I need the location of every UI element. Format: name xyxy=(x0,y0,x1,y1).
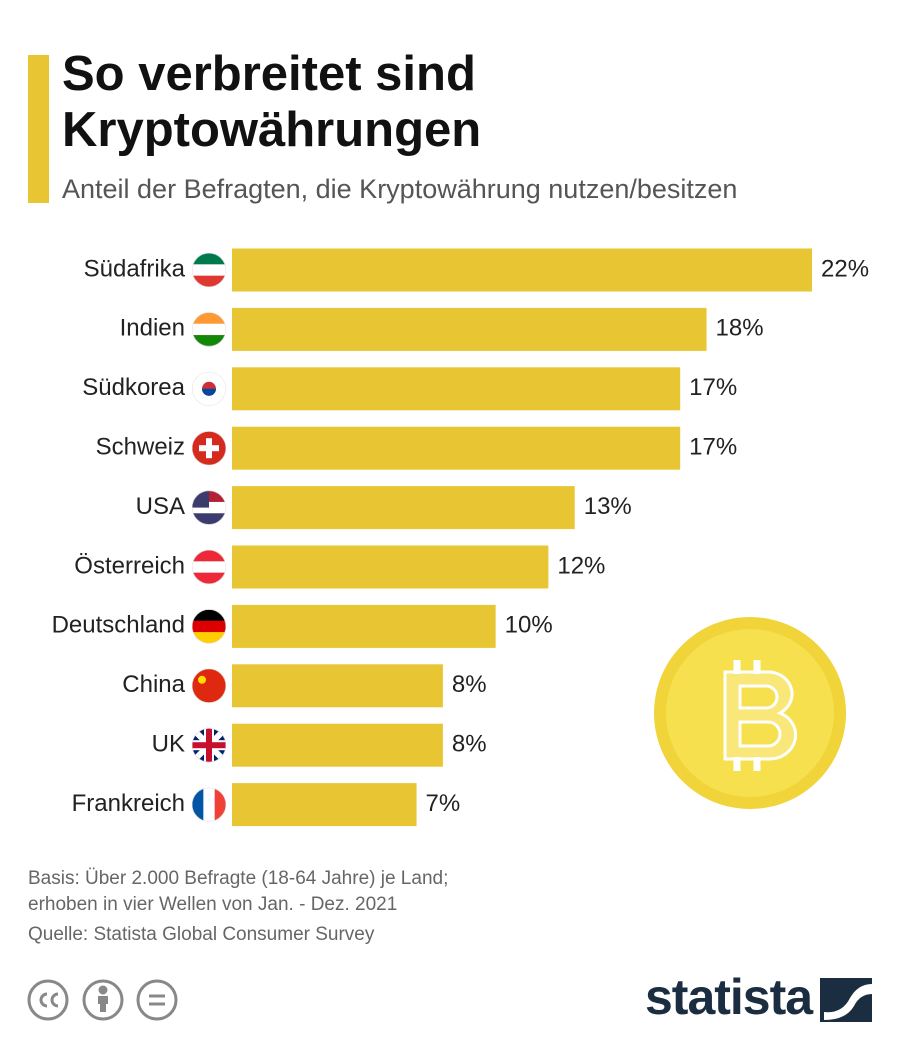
flag-bg xyxy=(192,668,226,703)
flag xyxy=(192,668,226,703)
flag-stripe xyxy=(214,787,226,822)
flag-stripe xyxy=(203,787,216,822)
flag-star xyxy=(198,675,206,684)
flag-stripe xyxy=(192,787,204,822)
flag xyxy=(192,312,226,347)
category-label: Indien xyxy=(120,315,185,342)
flag xyxy=(192,490,226,525)
flag xyxy=(192,787,226,822)
flag-stripe xyxy=(192,323,226,336)
note-line: Basis: Über 2.000 Befragte (18-64 Jahre)… xyxy=(28,868,449,889)
bar xyxy=(232,486,575,530)
flag-stripe xyxy=(192,550,226,562)
flag-stripe xyxy=(192,275,226,287)
value-label: 13% xyxy=(584,493,632,520)
category-label: Südkorea xyxy=(82,374,185,401)
flag xyxy=(192,728,226,763)
flag-cross xyxy=(192,742,226,749)
flag-stripe xyxy=(192,572,226,584)
flag-cross xyxy=(199,445,219,452)
flag-stripe xyxy=(192,253,226,265)
flag-stripe xyxy=(192,513,226,525)
by-icon-body xyxy=(98,996,108,1012)
flag-stripe xyxy=(192,609,226,622)
source: Quelle: Statista Global Consumer Survey xyxy=(28,924,375,945)
by-icon-head xyxy=(98,985,108,995)
bar xyxy=(232,664,443,708)
statista-mark xyxy=(820,978,872,1022)
category-label: UK xyxy=(152,731,185,758)
category-label: USA xyxy=(136,493,185,520)
category-label: Frankreich xyxy=(72,790,185,817)
flag-stripe xyxy=(192,620,226,633)
flag-stripe xyxy=(192,561,226,574)
note-line: erhoben in vier Wellen von Jan. - Dez. 2… xyxy=(28,894,398,915)
by-icon xyxy=(82,979,124,1021)
bitcoin-symbol-strokes xyxy=(733,660,761,771)
flag-stripe xyxy=(192,632,226,644)
value-label: 18% xyxy=(716,315,764,342)
chart-title: So verbreitet sind Kryptowährungen xyxy=(62,47,482,157)
flag xyxy=(192,253,226,287)
flag-stripe xyxy=(192,312,226,325)
bar xyxy=(232,604,496,648)
category-label: Schweiz xyxy=(96,434,185,461)
bar xyxy=(232,723,443,767)
flag xyxy=(192,431,226,466)
nd-icon xyxy=(136,979,178,1021)
value-label: 7% xyxy=(426,790,461,817)
bitcoin-symbol xyxy=(723,670,798,761)
nd-icon-glyph xyxy=(149,994,165,1006)
flag-stripe xyxy=(192,264,226,277)
value-label: 8% xyxy=(452,671,487,698)
cc-icon xyxy=(27,979,69,1021)
flag xyxy=(192,609,226,644)
value-label: 17% xyxy=(689,434,737,461)
license-icons xyxy=(27,979,178,1021)
value-label: 22% xyxy=(821,255,869,282)
cc-icon-glyph xyxy=(39,992,59,1008)
bar xyxy=(232,545,549,589)
category-label: Deutschland xyxy=(52,612,185,639)
logo: statista xyxy=(645,969,813,1025)
category-label: China xyxy=(122,671,185,698)
title-accent xyxy=(28,55,49,203)
flag-stripe xyxy=(192,501,226,514)
bar xyxy=(232,367,681,411)
bar xyxy=(232,426,681,470)
category-label: Südafrika xyxy=(84,255,186,282)
category-label: Österreich xyxy=(74,552,185,579)
notes: Basis: Über 2.000 Befragte (18-64 Jahre)… xyxy=(28,866,448,948)
flag-taeguk xyxy=(202,388,216,396)
flag xyxy=(192,550,226,584)
logo-wave xyxy=(824,984,872,1020)
flag-stripe xyxy=(192,335,226,347)
bar xyxy=(232,248,812,292)
value-label: 10% xyxy=(505,612,553,639)
bitcoin-coin xyxy=(654,617,846,809)
flag xyxy=(192,371,226,406)
value-label: 12% xyxy=(557,552,605,579)
value-label: 17% xyxy=(689,374,737,401)
chart-subtitle: Anteil der Befragten, die Kryptowährung … xyxy=(62,174,738,204)
value-label: 8% xyxy=(452,731,487,758)
bar xyxy=(232,307,707,351)
bar xyxy=(232,783,417,827)
